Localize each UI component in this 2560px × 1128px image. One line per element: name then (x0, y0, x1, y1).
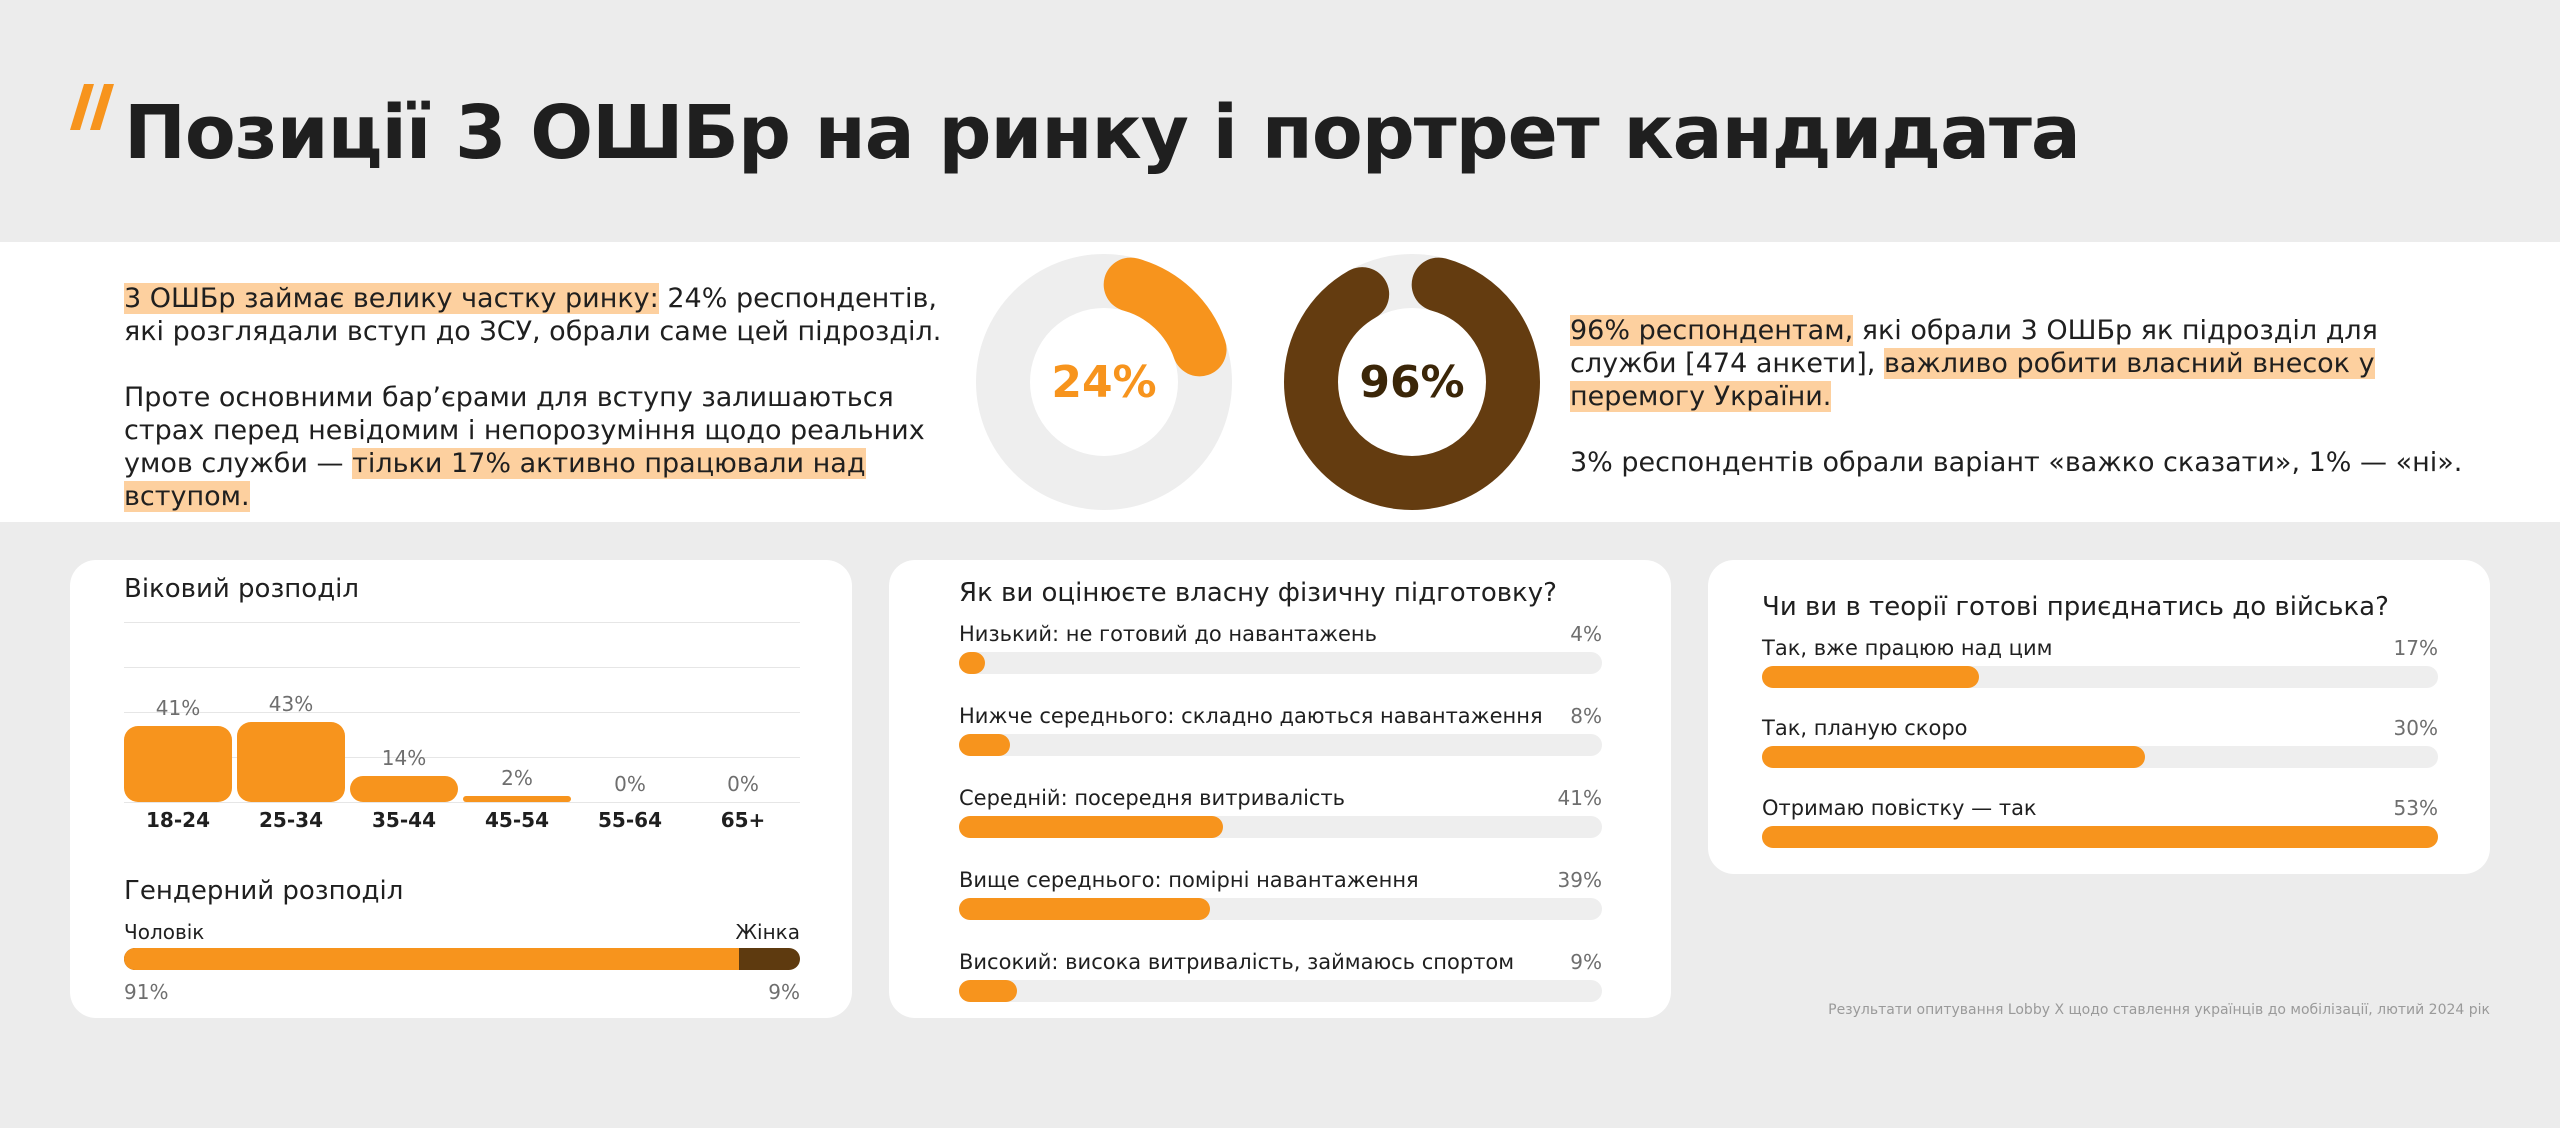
fitness-bar-track (959, 816, 1602, 838)
fitness-bar-label: Середній: посередня витривалість (959, 786, 1346, 810)
gridline (124, 712, 800, 713)
age-bar-value: 14% (381, 745, 427, 770)
fitness-bar-track (959, 980, 1602, 1002)
readiness-bar-fill (1762, 746, 2145, 768)
readiness-bar-row: Отримаю повістку — так 53% (1762, 796, 2438, 856)
age-bar-category: 35-44 (372, 808, 436, 832)
donut-96-label: 96% (1359, 356, 1465, 408)
age-bar-value: 0% (727, 772, 759, 796)
fitness-bar-label: Вище середнього: помірні навантаження (959, 868, 1419, 892)
highlight-market-share: 3 ОШБр займає велику частку ринку: (124, 283, 659, 314)
gridline (124, 802, 800, 803)
gender-bar (124, 948, 800, 970)
age-bar-value: 41% (155, 695, 201, 720)
fitness-bar-row: Нижче середнього: складно даються навант… (959, 704, 1602, 764)
age-bar-category: 18-24 (146, 808, 210, 832)
intro-right-text: 96% респондентам, які обрали 3 ОШБр як п… (1570, 314, 2490, 479)
gender-male-fill (124, 948, 740, 970)
readiness-bar-fill (1762, 826, 2438, 848)
readiness-bar-track (1762, 666, 2438, 688)
age-bar-chart: 41% 18-24 43% 25-34 14% 35-44 2% 45-54 0% 55-64 0%… (124, 612, 800, 842)
age-bar-value: 2% (501, 766, 533, 790)
age-bar-value: 43% (268, 692, 314, 716)
fitness-bar-label: Нижче середнього: складно даються навант… (959, 704, 1543, 728)
readiness-bar-fill (1762, 666, 1979, 688)
fitness-bar-fill (959, 652, 985, 674)
readiness-bar-value: 30% (2393, 716, 2438, 740)
fitness-bar-value: 39% (1557, 868, 1602, 892)
fitness-bar-track (959, 734, 1602, 756)
donut-24-arc (976, 254, 1232, 510)
page-title: Позиції 3 ОШБр на ринку і портрет кандид… (124, 90, 2081, 176)
fitness-bar-track (959, 652, 1602, 674)
gender-female-label: Жінка (735, 920, 800, 944)
age-bar-category: 55-64 (598, 808, 662, 832)
fitness-bar-value: 9% (1570, 950, 1602, 974)
fitness-bar-fill (959, 816, 1223, 838)
title-slash-mark-icon (70, 84, 114, 130)
age-bar-45-54 (463, 796, 571, 802)
age-bar-category: 65+ (720, 808, 766, 832)
intro-left-p1: 24% респондентів, які розглядали вступ д… (124, 283, 942, 347)
fitness-bar-row: Високий: висока витривалість, займаюсь с… (959, 950, 1602, 1010)
fitness-bar-fill (959, 980, 1017, 1002)
age-bar-18-24 (124, 725, 232, 802)
age-bar-category: 45-54 (485, 808, 549, 832)
gender-male-label: Чоловік (124, 920, 205, 944)
readiness-card-title: Чи ви в теорії готові приєднатись до вій… (1762, 592, 2389, 622)
fitness-bar-label: Низький: не готовий до навантажень (959, 622, 1378, 646)
fitness-bar-row: Низький: не готовий до навантажень 4% (959, 622, 1602, 682)
fitness-bar-fill (959, 898, 1210, 920)
readiness-bar-track (1762, 746, 2438, 768)
fitness-bar-track (959, 898, 1602, 920)
fitness-bar-value: 4% (1570, 622, 1602, 646)
donut-96-arc (1284, 254, 1540, 510)
readiness-bar-label: Так, вже працюю над цим (1762, 636, 2053, 660)
highlight-96-respondents: 96% респондентам, (1570, 315, 1854, 346)
readiness-bar-row: Так, планую скоро 30% (1762, 716, 2438, 776)
source-footnote: Результати опитування Lobby X щодо ставл… (1828, 1002, 2490, 1018)
donut-24-label: 24% (1051, 356, 1157, 408)
fitness-card (889, 560, 1671, 1018)
fitness-bar-value: 8% (1570, 704, 1602, 728)
fitness-bar-row: Вище середнього: помірні навантаження 39% (959, 868, 1602, 928)
intro-right-p1: які обрали 3 ОШБр як підрозділ для служб… (1570, 315, 2378, 379)
intro-left-p2: Проте основними бар’єрами для вступу зал… (124, 382, 925, 479)
readiness-card (1708, 560, 2490, 874)
age-card-title: Віковий розподіл (124, 574, 360, 604)
intro-right-p2: 3% респондентів обрали варіант «важко ск… (1570, 447, 2463, 478)
fitness-bar-row: Середній: посередня витривалість 41% (959, 786, 1602, 846)
gridline (124, 757, 800, 758)
fitness-bar-fill (959, 734, 1011, 756)
readiness-bar-label: Так, планую скоро (1762, 716, 1968, 740)
donut-chart-96: 96% (1274, 244, 1550, 520)
age-bar-35-44 (350, 775, 458, 802)
readiness-bar-value: 17% (2393, 636, 2438, 660)
age-bar-value: 0% (614, 772, 646, 796)
age-bar-25-34 (237, 722, 345, 802)
intro-left-text: 3 ОШБр займає велику частку ринку: 24% р… (124, 282, 974, 513)
readiness-bar-track (1762, 826, 2438, 848)
fitness-bar-label: Високий: висока витривалість, займаюсь с… (959, 950, 1515, 974)
readiness-bar-value: 53% (2393, 796, 2438, 820)
gridline (124, 622, 800, 623)
readiness-bar-row: Так, вже працюю над цим 17% (1762, 636, 2438, 696)
gender-female-pct: 9% (768, 980, 800, 1004)
age-bar-category: 25-34 (259, 808, 323, 832)
fitness-card-title: Як ви оцінюєте власну фізичну підготовку… (959, 578, 1557, 608)
gridline (124, 667, 800, 668)
gender-male-pct: 91% (124, 980, 169, 1004)
readiness-bar-label: Отримаю повістку — так (1762, 796, 2037, 820)
fitness-bar-value: 41% (1557, 786, 1602, 810)
donut-chart-24: 24% (966, 244, 1242, 520)
gender-card-title: Гендерний розподіл (124, 876, 404, 906)
